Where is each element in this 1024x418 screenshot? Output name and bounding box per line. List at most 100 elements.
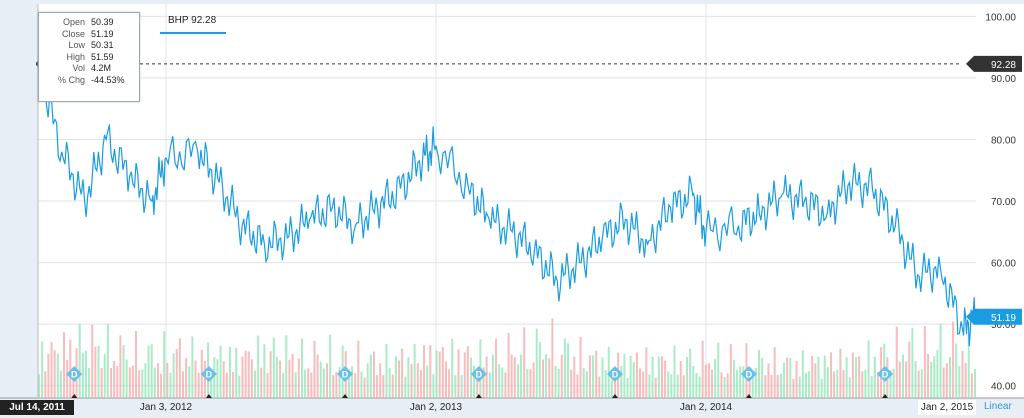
volume-bar — [419, 370, 422, 398]
volume-bar — [326, 363, 328, 398]
volume-bar — [817, 356, 820, 398]
volume-bar — [623, 353, 626, 398]
volume-bar — [197, 372, 200, 398]
volume-bar — [454, 375, 457, 398]
volume-bar — [491, 354, 494, 398]
dividend-marker: D — [66, 366, 83, 382]
volume-bar — [463, 352, 466, 398]
volume-bar — [254, 370, 256, 398]
volume-bar — [131, 365, 134, 398]
volume-bar — [382, 374, 385, 398]
y-tick-label: 60.00 — [991, 259, 1016, 270]
volume-bar — [119, 335, 122, 398]
dividend-axis-tick — [882, 394, 889, 398]
volume-bar — [585, 371, 588, 398]
y-tick-label: 70.00 — [991, 197, 1016, 208]
volume-bar — [942, 367, 945, 398]
volume-bar — [228, 346, 231, 398]
volume-bar — [332, 375, 335, 398]
volume-bar — [923, 326, 926, 398]
volume-bar — [908, 341, 911, 398]
volume-bar — [94, 346, 97, 398]
volume-bar — [244, 350, 247, 398]
volume-bar — [892, 368, 895, 398]
volume-bar — [106, 324, 109, 398]
volume-bar — [695, 373, 698, 398]
volume-bar — [335, 372, 338, 398]
volume-bar — [144, 363, 147, 398]
volume-bar — [413, 343, 416, 398]
volume-bar — [63, 332, 66, 398]
volume-bar — [808, 371, 811, 398]
y-tick-label: 40.00 — [991, 382, 1016, 393]
volume-bar — [310, 372, 313, 398]
volume-bar — [970, 373, 973, 398]
volume-bar — [282, 373, 285, 398]
volume-bar — [272, 337, 275, 398]
volume-bar — [648, 374, 651, 398]
volume-bar — [823, 355, 826, 398]
volume-bar — [795, 360, 798, 398]
volume-bar — [639, 368, 642, 398]
volume-bar — [72, 369, 75, 398]
volume-bar — [423, 345, 426, 398]
volume-bar — [526, 369, 529, 398]
volume-bar — [833, 371, 836, 398]
volume-bar — [939, 324, 942, 398]
volume-bar — [482, 367, 485, 398]
volume-bar — [59, 370, 62, 398]
volume-bar — [570, 369, 573, 398]
series-legend[interactable]: BHP 92.28 — [160, 12, 226, 34]
volume-bar — [44, 371, 47, 398]
volume-bar — [914, 361, 917, 398]
volume-bar — [410, 364, 413, 398]
volume-bar — [567, 343, 570, 398]
volume-bar — [138, 370, 141, 398]
volume-bar — [38, 374, 40, 398]
volume-bar — [560, 354, 563, 398]
x-tick-label: Jan 2, 2013 — [410, 402, 463, 413]
tooltip-row: High 51.59 — [39, 52, 139, 64]
volume-bar — [532, 362, 535, 398]
tooltip-value: 51.19 — [91, 28, 114, 39]
volume-bar — [285, 335, 288, 398]
dividend-letter: D — [476, 370, 483, 380]
volume-bar — [225, 372, 228, 398]
volume-bar — [426, 365, 429, 398]
volume-bar — [510, 354, 513, 398]
volume-bar — [498, 364, 501, 398]
volume-bar — [235, 347, 238, 398]
volume-bar — [294, 372, 297, 398]
volume-bar — [588, 355, 591, 398]
volume-bar — [804, 372, 807, 398]
volume-bar — [232, 372, 235, 398]
volume-bar — [902, 354, 904, 398]
volume-bar — [460, 374, 463, 398]
volume-bar — [288, 359, 291, 398]
tooltip-value: 4.2M — [91, 63, 112, 73]
legend-swatch — [160, 32, 226, 34]
volume-bar — [861, 371, 864, 398]
volume-bar — [911, 328, 914, 398]
volume-bar — [444, 361, 447, 398]
volume-bar — [66, 360, 69, 398]
volume-bar — [150, 344, 153, 398]
volume-bar — [153, 367, 156, 398]
volume-bar — [830, 352, 832, 398]
volume-bar — [601, 357, 604, 398]
volume-bar — [113, 360, 116, 398]
volume-bar — [967, 335, 970, 398]
volume-bar — [614, 371, 616, 398]
volume-bar — [679, 361, 682, 398]
volume-bar — [773, 346, 776, 398]
volume-bar — [545, 354, 548, 398]
volume-bar — [905, 361, 908, 398]
scale-toggle-link[interactable]: Linear — [984, 401, 1012, 412]
volume-bar — [776, 375, 779, 398]
dividend-diamond — [66, 366, 83, 382]
y-tick-label: 100.00 — [985, 12, 1016, 23]
dividend-letter: D — [746, 370, 753, 380]
dividend-axis-tick — [205, 394, 212, 398]
volume-bar — [394, 356, 397, 398]
